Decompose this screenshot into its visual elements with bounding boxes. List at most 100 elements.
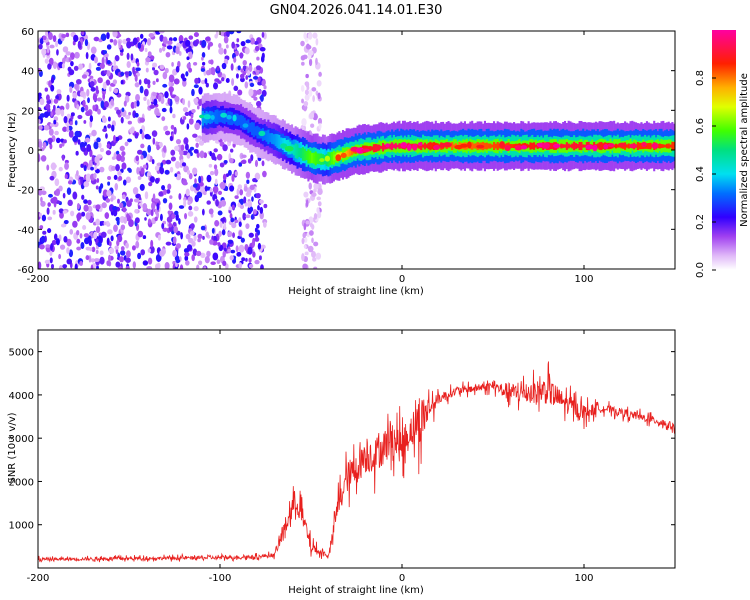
spectrogram-noise-blob [115, 136, 120, 142]
spectrogram-noise-blob [162, 36, 168, 45]
spectrogram-ridge-peak [284, 145, 294, 152]
spectrogram-noise-blob [300, 40, 305, 47]
spectrogram-noise-blob [58, 166, 63, 172]
spectrogram-noise-blob [174, 95, 180, 103]
spectrogram-noise-blob [160, 162, 164, 168]
spectrogram-noise-blob [229, 185, 235, 192]
spectrogram-ridge-peak [210, 115, 215, 120]
spectrogram-noise-blob [96, 97, 103, 102]
spectrogram-noise-blob [185, 233, 191, 240]
spectrogram-ridge-cell [431, 142, 434, 150]
spectrogram-noise-blob [303, 191, 309, 198]
spectrogram-noise-blob [256, 56, 260, 61]
spectrogram-noise-blob [193, 32, 199, 38]
spectrogram-ridge-peak [335, 154, 342, 162]
spectrogram-noise-blob [154, 208, 158, 215]
spectrogram-ridge-cell [216, 113, 219, 120]
spectrogram-noise-blob [318, 71, 322, 77]
spectrogram-noise-blob [167, 183, 172, 190]
spectrogram-noise-blob [101, 202, 107, 209]
spectrogram-noise-blob [55, 137, 61, 144]
spectrogram-noise-blob [242, 65, 247, 70]
spectrogram-noise-blob [147, 248, 152, 253]
spectrogram-ridge-cell [392, 144, 395, 148]
spectrogram-ridge-cell [429, 141, 432, 151]
spectrogram-noise-blob [188, 35, 194, 40]
spectrogram-noise-blob [48, 128, 54, 136]
spectrogram-noise-blob [305, 220, 310, 225]
spectrogram-ridge-cell [276, 137, 279, 145]
spectrogram-noise-blob [192, 40, 199, 47]
spectrogram-noise-blob [247, 200, 253, 208]
spectrogram-noise-blob [185, 39, 191, 47]
spectrogram-noise-blob [306, 232, 310, 238]
spectrogram-noise-blob [96, 137, 101, 143]
spectrogram-noise-blob [72, 191, 78, 200]
spectrogram-noise-blob [128, 219, 134, 227]
spectrogram-noise-blob [188, 118, 194, 125]
spectrogram-noise-blob [105, 220, 110, 226]
spectrogram-ridge-cell [527, 144, 530, 148]
spectrogram-noise-blob [248, 263, 254, 269]
spectrogram-noise-blob [90, 166, 94, 171]
spectrogram-noise-blob [257, 242, 262, 250]
spectrogram-noise-blob [105, 133, 108, 139]
spectrogram-ridge-cell [602, 143, 605, 149]
spectrogram-noise-blob [126, 40, 132, 49]
spectrogram-noise-blob [150, 239, 154, 248]
spectrogram-noise-blob [112, 79, 118, 85]
spectrogram-noise-blob [188, 45, 192, 52]
spectrogram-ridge-peak [514, 145, 523, 151]
spectrogram-noise-blob [157, 234, 161, 241]
spectrogram-ridge-cell [513, 144, 516, 149]
spectrogram-noise-blob [129, 127, 135, 134]
spectrogram-noise-blob [164, 262, 170, 269]
spectrogram-noise-blob [301, 98, 304, 104]
spectrogram-ridge-cell [247, 124, 250, 128]
spectrogram-noise-blob [89, 81, 95, 88]
spectrogram-noise-blob [42, 230, 47, 235]
spectrogram-noise-blob [103, 50, 108, 55]
spectrogram-noise-blob [253, 208, 257, 215]
spectrogram-noise-blob [239, 52, 244, 59]
spectrogram-noise-blob [305, 81, 310, 88]
spectrogram-noise-blob [241, 257, 246, 262]
spectrogram-noise-blob [254, 172, 261, 181]
spectrogram-ridge-cell [391, 142, 394, 151]
spectrogram-noise-blob [194, 77, 199, 85]
spectrogram-noise-blob [69, 86, 73, 93]
spectrogram-ridge-cell [489, 143, 492, 149]
spectrogram-ridge-peak [641, 141, 647, 148]
colorbar-ticks: 0.0 0.2 0.4 0.6 0.8 [695, 70, 716, 278]
spectrogram-noise-blob [244, 244, 249, 252]
spectrogram-noise-blob [97, 241, 102, 247]
spectrogram-noise-blob [239, 198, 244, 205]
spectrogram-noise-blob [99, 183, 104, 189]
spectrogram-noise-blob [102, 93, 106, 100]
spectrogram-noise-blob [134, 82, 140, 88]
spectrogram-noise-blob [158, 31, 165, 34]
spectrogram-noise-blob [308, 58, 313, 67]
spectrogram-noise-blob [239, 73, 245, 79]
spectrogram-noise-blob [249, 184, 255, 191]
spectrogram-ridge-cell [491, 144, 494, 148]
spectrogram-noise-blob [106, 143, 111, 149]
spectrogram-noise-blob [231, 78, 235, 86]
spectrogram-noise-blob [240, 68, 244, 73]
spectrogram-noise-blob [261, 160, 265, 167]
spectrogram-noise-blob [106, 237, 110, 246]
spectrogram-noise-blob [254, 45, 260, 52]
spectrogram-noise-blob [53, 104, 56, 111]
spectrogram-noise-blob [124, 71, 130, 76]
spectrogram-noise-blob [100, 100, 105, 109]
spectrogram-noise-blob [309, 222, 313, 228]
spectrogram-noise-blob [87, 97, 90, 104]
spectrogram-noise-blob [249, 37, 256, 45]
spectrogram-ridge-peak [203, 114, 211, 120]
spectrogram-noise-blob [196, 151, 200, 159]
colorbar-tick-label: 0.0 [695, 262, 706, 278]
spectrogram-ridge-cell [263, 131, 266, 140]
spectrogram-ridge-cell [483, 142, 486, 150]
spectrogram-noise-blob [118, 40, 121, 49]
spectrogram-ridge-peak [443, 142, 452, 148]
